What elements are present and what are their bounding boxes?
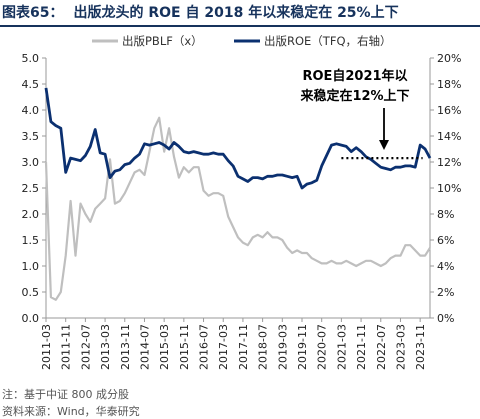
figure-title: 出版龙头的 ROE 自 2018 年以来稳定在 25%上下 bbox=[73, 5, 399, 21]
roe-series-line bbox=[44, 87, 432, 190]
right-tick-label: 18% bbox=[437, 78, 461, 91]
annotation-text: 来稳定在12%上下 bbox=[299, 88, 409, 104]
right-tick-label: 6% bbox=[437, 234, 454, 247]
right-tick-label: 14% bbox=[437, 130, 461, 143]
right-tick-label: 0% bbox=[437, 312, 454, 325]
x-tick-label: 2013-11 bbox=[119, 324, 132, 370]
source-note: 资料来源：Wind，华泰研究 bbox=[2, 405, 140, 418]
x-tick-label: 2023-03 bbox=[394, 324, 407, 370]
left-tick-label: 0.5 bbox=[22, 286, 40, 299]
annotation-arrow-head bbox=[379, 140, 389, 150]
figure-title-row: 图表65： 出版龙头的 ROE 自 2018 年以来稳定在 25%上下 bbox=[0, 0, 480, 24]
footnote: 注：基于中证 800 成分股 bbox=[2, 388, 129, 401]
right-tick-label: 16% bbox=[437, 104, 461, 117]
right-tick-label: 8% bbox=[437, 208, 454, 221]
figure-label: 图表65： bbox=[2, 5, 64, 21]
x-tick-label: 2019-11 bbox=[296, 324, 309, 370]
x-tick-label: 2014-07 bbox=[138, 324, 151, 370]
x-tick-label: 2021-03 bbox=[335, 324, 348, 370]
x-tick-label: 2013-03 bbox=[99, 324, 112, 370]
x-tick-label: 2017-11 bbox=[237, 324, 250, 370]
annotation-text: ROE自2021年以 bbox=[302, 68, 407, 84]
x-tick-label: 2018-07 bbox=[257, 324, 270, 370]
x-tick-label: 2023-11 bbox=[414, 324, 427, 370]
left-tick-label: 4.0 bbox=[22, 104, 40, 117]
right-tick-label: 12% bbox=[437, 156, 461, 169]
x-tick-label: 2016-07 bbox=[198, 324, 211, 370]
x-tick-label: 2011-03 bbox=[40, 324, 53, 370]
right-tick-label: 4% bbox=[437, 260, 454, 273]
x-tick-label: 2012-07 bbox=[79, 324, 92, 370]
legend-label-roe: 出版ROE（TFQ，右轴） bbox=[264, 34, 392, 48]
left-tick-label: 2.0 bbox=[22, 208, 40, 221]
x-tick-label: 2022-07 bbox=[375, 324, 388, 370]
left-tick-label: 4.5 bbox=[22, 78, 40, 91]
left-tick-label: 1.5 bbox=[22, 234, 40, 247]
left-tick-label: 0.0 bbox=[22, 312, 40, 325]
pb-series-line bbox=[44, 116, 431, 301]
x-tick-label: 2021-11 bbox=[355, 324, 368, 370]
x-tick-label: 2015-11 bbox=[178, 324, 191, 370]
x-tick-label: 2015-03 bbox=[158, 324, 171, 370]
x-tick-label: 2019-03 bbox=[276, 324, 289, 370]
left-tick-label: 2.5 bbox=[22, 182, 40, 195]
right-tick-label: 10% bbox=[437, 182, 461, 195]
title-divider bbox=[0, 25, 480, 27]
legend-label-pb: 出版PBLF（x） bbox=[122, 34, 203, 48]
x-tick-label: 2017-03 bbox=[217, 324, 230, 370]
left-tick-label: 3.5 bbox=[22, 130, 40, 143]
right-tick-label: 2% bbox=[437, 286, 454, 299]
right-tick-label: 20% bbox=[437, 52, 461, 65]
x-tick-label: 2011-11 bbox=[60, 324, 73, 370]
left-tick-label: 5.0 bbox=[22, 52, 40, 65]
x-tick-label: 2020-07 bbox=[316, 324, 329, 370]
left-tick-label: 1.0 bbox=[22, 260, 40, 273]
left-tick-label: 3.0 bbox=[22, 156, 40, 169]
